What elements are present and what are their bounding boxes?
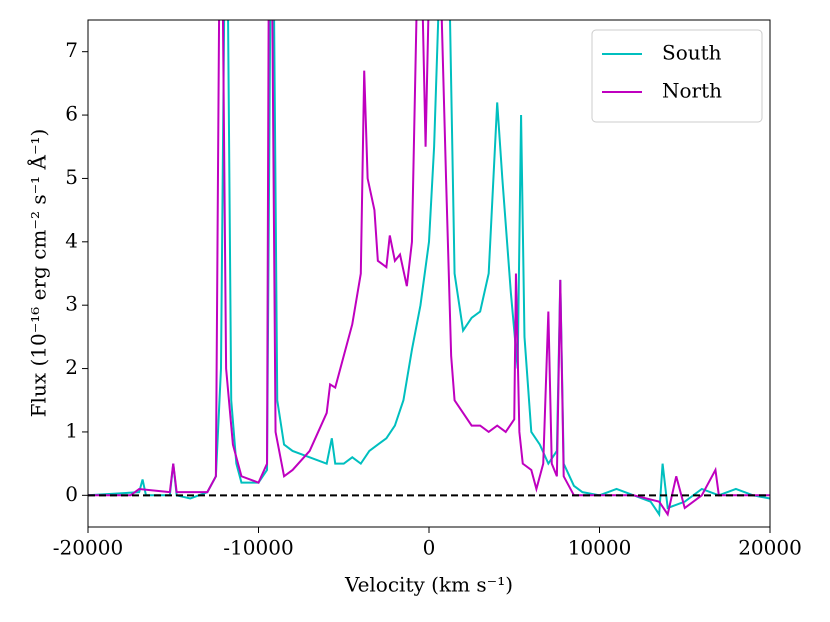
x-tick-label: 0 <box>423 536 436 560</box>
x-tick-label: -20000 <box>53 536 123 560</box>
y-tick-label: 2 <box>65 355 78 379</box>
y-tick-label: 0 <box>65 482 78 506</box>
x-tick-label: 10000 <box>568 536 632 560</box>
y-tick-label: 5 <box>65 165 78 189</box>
y-tick-label: 6 <box>65 102 78 126</box>
plot-area <box>88 20 770 518</box>
y-tick-label: 7 <box>65 38 78 62</box>
y-tick-label: 4 <box>65 228 78 252</box>
y-axis-label: Flux (10⁻¹⁶ erg cm⁻² s⁻¹ Å⁻¹) <box>26 129 51 418</box>
legend-label: North <box>662 79 722 103</box>
y-tick-label: 1 <box>65 418 78 442</box>
x-axis-label: Velocity (km s⁻¹) <box>344 573 513 597</box>
series-line <box>88 20 770 517</box>
x-tick-label: 20000 <box>738 536 802 560</box>
y-tick-label: 3 <box>65 292 78 316</box>
x-tick-label: -10000 <box>223 536 293 560</box>
legend-label: South <box>662 41 722 65</box>
